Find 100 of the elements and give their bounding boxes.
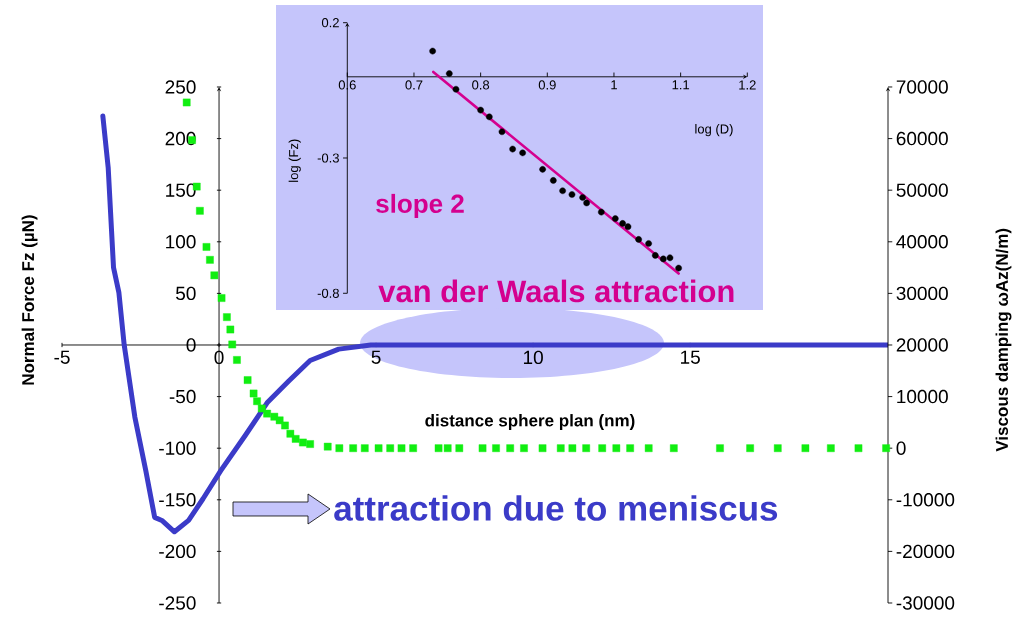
point <box>477 106 484 114</box>
point <box>409 444 417 452</box>
point <box>182 98 191 107</box>
point <box>519 149 526 157</box>
point <box>253 397 261 406</box>
y-tick-label: 100 <box>166 235 196 249</box>
annotation: slope 2 <box>376 193 464 219</box>
point <box>559 187 566 195</box>
x-tick-label: 0.7 <box>405 80 423 90</box>
x-tick-label: 0.9 <box>538 80 556 90</box>
point <box>579 194 586 201</box>
point <box>520 444 528 452</box>
point <box>773 444 782 452</box>
point <box>223 313 231 321</box>
point <box>882 444 890 452</box>
point <box>228 340 237 349</box>
point <box>635 236 642 243</box>
y2-tick-label: -30000 <box>896 596 955 610</box>
point <box>598 208 605 216</box>
y2-tick-label: -20000 <box>896 544 955 559</box>
point <box>360 444 369 452</box>
point <box>455 444 464 452</box>
y-tick-label: -0.8 <box>317 288 339 298</box>
point <box>486 113 493 121</box>
y-tick-label: -0.3 <box>317 153 339 163</box>
x-axis-title: distance sphere plan (nm) <box>425 414 635 430</box>
x-tick-label: 15 <box>681 350 700 364</box>
point <box>226 325 235 334</box>
x-tick-label: 1 <box>611 80 617 90</box>
y2-tick-label: 50000 <box>896 183 948 197</box>
point <box>210 271 219 280</box>
point <box>645 240 652 247</box>
point <box>443 444 452 452</box>
y-tick-label: 150 <box>166 183 196 197</box>
point <box>498 128 506 136</box>
point <box>217 294 226 302</box>
point <box>670 444 678 452</box>
point <box>626 444 634 452</box>
point <box>624 223 632 231</box>
point <box>582 444 590 452</box>
point <box>746 444 754 452</box>
point <box>801 444 810 452</box>
point <box>478 444 487 452</box>
y2-axis-title: Viscous damping ωAz(N/m) <box>995 228 1012 452</box>
point <box>492 444 500 452</box>
point <box>509 145 516 153</box>
y2-tick-label: 60000 <box>896 131 948 146</box>
x-tick-label: 0 <box>214 350 224 365</box>
point <box>675 264 682 272</box>
point <box>550 177 557 184</box>
point <box>196 207 204 215</box>
point <box>827 444 835 452</box>
point <box>583 199 590 207</box>
y-tick-label: -50 <box>169 389 196 404</box>
point <box>299 438 307 447</box>
y-tick-label: 250 <box>165 80 196 94</box>
point <box>716 444 724 452</box>
point <box>568 191 576 198</box>
x-tick-label: 0.8 <box>472 80 490 90</box>
point <box>452 85 460 93</box>
y-axis-title: log (Fz) <box>288 139 301 182</box>
y2-tick-label: 0 <box>896 441 906 455</box>
point <box>612 215 619 222</box>
y2-tick-label: 10000 <box>897 389 948 404</box>
y-axis-title: Normal Force Fz (µN) <box>21 215 38 385</box>
point <box>446 70 453 77</box>
point <box>598 444 606 452</box>
point <box>249 389 258 398</box>
point <box>202 243 211 251</box>
point <box>538 444 547 452</box>
point <box>612 444 621 452</box>
x-tick-label: 5 <box>371 350 381 364</box>
point <box>660 255 667 263</box>
point <box>506 444 514 452</box>
point <box>243 376 252 384</box>
point <box>349 444 357 452</box>
point <box>397 444 406 452</box>
point <box>568 444 577 452</box>
y-tick-label: 0.2 <box>321 18 339 28</box>
y-tick-label: -200 <box>159 544 196 559</box>
x-axis-title: log (D) <box>695 124 733 137</box>
point <box>374 444 383 452</box>
point <box>263 409 271 418</box>
point <box>556 444 565 452</box>
x-tick-label: 1.1 <box>672 80 690 90</box>
point <box>306 440 314 448</box>
annotation: van der Waals attraction <box>378 279 734 303</box>
point <box>854 444 863 452</box>
y-tick-label: 0 <box>186 338 196 352</box>
y-tick-label: 50 <box>175 286 196 301</box>
point <box>323 442 332 451</box>
point <box>335 444 344 452</box>
x-tick-label: 1.2 <box>739 80 756 90</box>
y-tick-label: -250 <box>159 596 196 610</box>
annotation: attraction due to meniscus <box>334 495 778 521</box>
y2-tick-label: 70000 <box>896 80 948 94</box>
point <box>539 166 546 173</box>
point <box>233 356 241 364</box>
point <box>429 47 436 55</box>
point <box>281 421 289 430</box>
